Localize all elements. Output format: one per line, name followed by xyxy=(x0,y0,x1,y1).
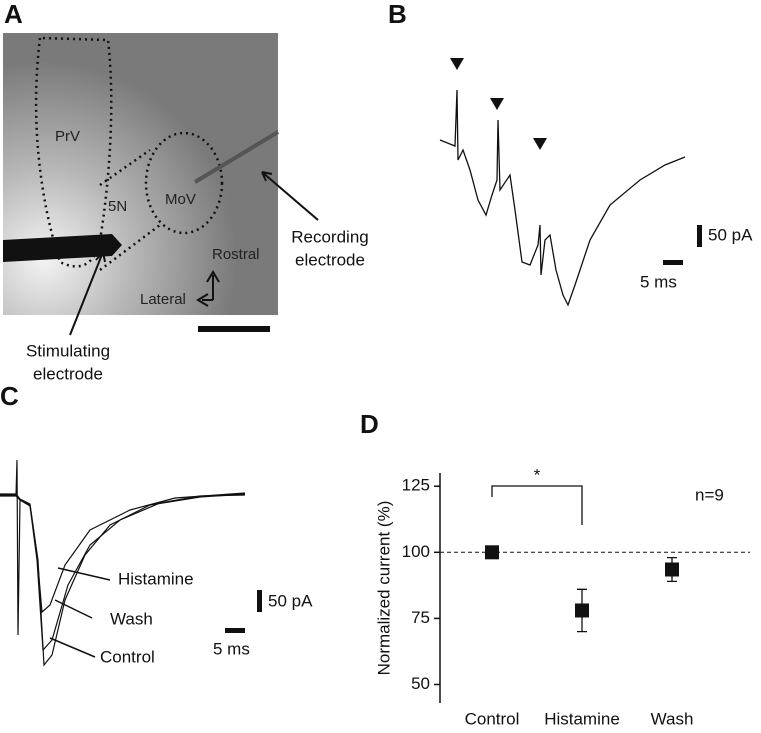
panel-label: A xyxy=(4,0,23,29)
trace-label: Histamine xyxy=(118,569,194,588)
direction-label: Lateral xyxy=(140,291,186,308)
panel-label: B xyxy=(388,0,407,29)
x-tick-label: Histamine xyxy=(544,709,620,728)
electrode-label: Stimulating xyxy=(26,341,110,360)
region-label: MoV xyxy=(165,191,196,208)
marker xyxy=(665,562,679,577)
trace-label: Wash xyxy=(110,609,153,628)
annotation: * xyxy=(534,465,541,484)
y-tick-label: 125 xyxy=(402,476,430,495)
direction-label: Rostral xyxy=(212,246,260,263)
trace-b xyxy=(439,58,702,307)
y-tick-label: 50 xyxy=(411,674,430,693)
panel-label: C xyxy=(0,381,19,411)
region-label: 5N xyxy=(108,198,127,215)
x-tick-label: Wash xyxy=(651,709,694,728)
electrode-label: electrode xyxy=(33,364,103,383)
scale-label: 50 pA xyxy=(708,225,753,244)
micrograph xyxy=(3,33,319,336)
electrode-label: electrode xyxy=(295,250,365,269)
electrode-label: Recording xyxy=(291,227,369,246)
y-axis-label: Normalized current (%) xyxy=(374,501,393,676)
y-tick-label: 75 xyxy=(411,608,430,627)
y-tick-label: 100 xyxy=(402,542,430,561)
scale-label: 5 ms xyxy=(640,272,677,291)
trace-c xyxy=(0,459,262,667)
x-tick-label: Control xyxy=(465,709,520,728)
marker xyxy=(485,545,499,560)
scale-label: 5 ms xyxy=(213,639,250,658)
scale-label: 50 pA xyxy=(268,591,313,610)
trace-label: Control xyxy=(100,647,155,666)
marker xyxy=(575,603,589,618)
region-label: PrV xyxy=(55,128,80,145)
significance-bracket xyxy=(491,485,583,525)
panel-label: D xyxy=(360,409,379,439)
annotation: n=9 xyxy=(695,485,724,504)
